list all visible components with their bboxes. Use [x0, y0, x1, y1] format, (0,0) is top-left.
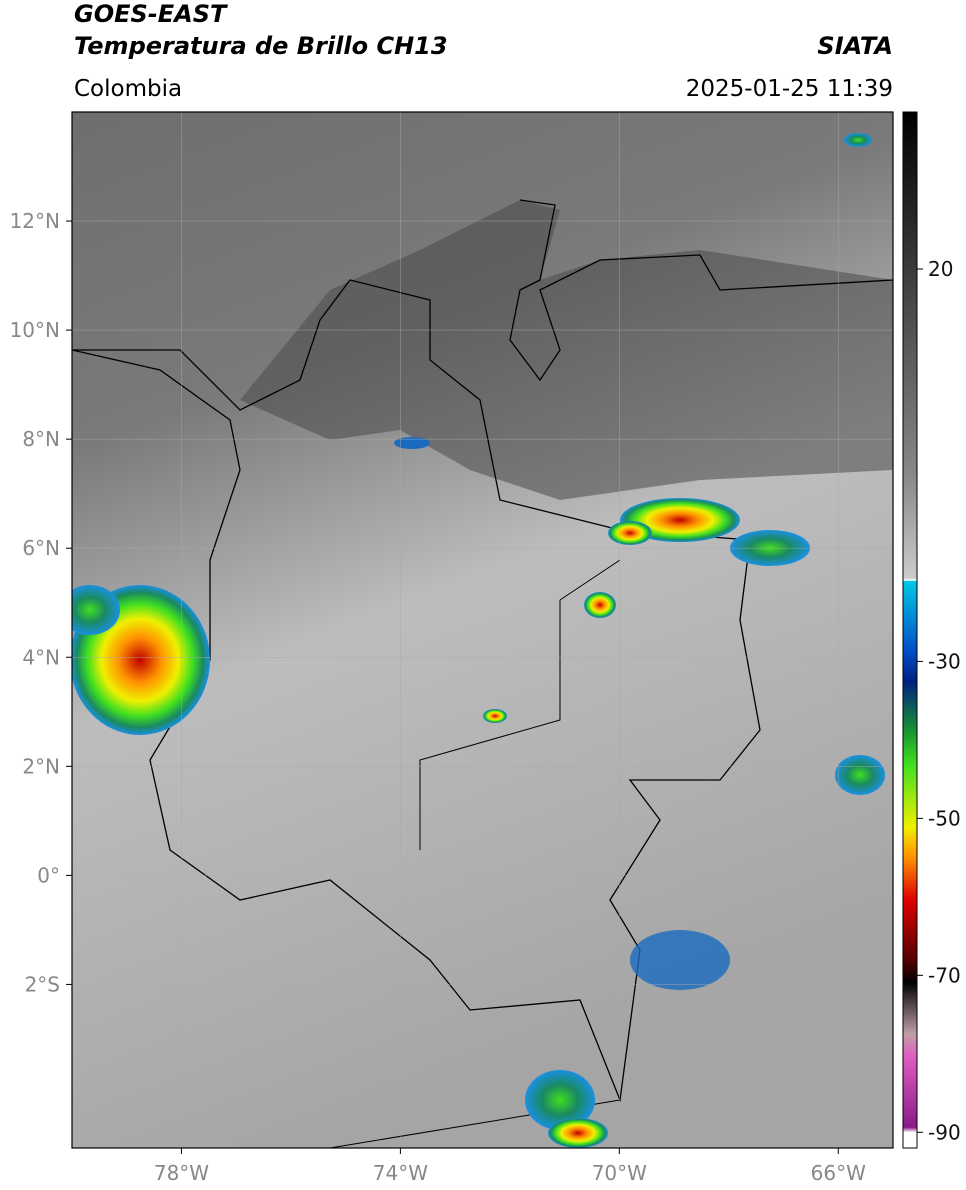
y-tick-label: 0°	[37, 863, 60, 887]
map-image	[72, 112, 893, 1148]
x-tick-label: 70°W	[592, 1161, 647, 1185]
y-tick-label: 8°N	[22, 427, 60, 451]
x-tick-label: 78°W	[154, 1161, 209, 1185]
subtitle: Temperatura de Brillo CH13	[74, 32, 448, 60]
colorbar-tick-label: -90	[928, 1120, 961, 1144]
colorbar-tick-label: -30	[928, 649, 961, 673]
colorbar-tick-label: -50	[928, 806, 961, 830]
region: Colombia	[74, 76, 182, 102]
colorbar-tick-label: 20	[928, 257, 953, 281]
title: GOES-EAST	[74, 0, 228, 28]
x-tick-label: 66°W	[811, 1161, 866, 1185]
colorbar	[902, 111, 918, 1149]
y-tick-label: 2°S	[25, 972, 60, 996]
y-tick-label: 2°N	[22, 754, 60, 778]
y-tick-label: 4°N	[22, 645, 60, 669]
x-tick-label: 74°W	[373, 1161, 428, 1185]
datetime: 2025-01-25 11:39	[686, 76, 893, 102]
map-frame	[71, 111, 894, 1149]
source: SIATA	[817, 32, 893, 60]
colorbar-tick-label: -70	[928, 963, 961, 987]
y-tick-label: 10°N	[10, 318, 60, 342]
y-tick-label: 6°N	[22, 536, 60, 560]
y-tick-label: 12°N	[10, 209, 60, 233]
